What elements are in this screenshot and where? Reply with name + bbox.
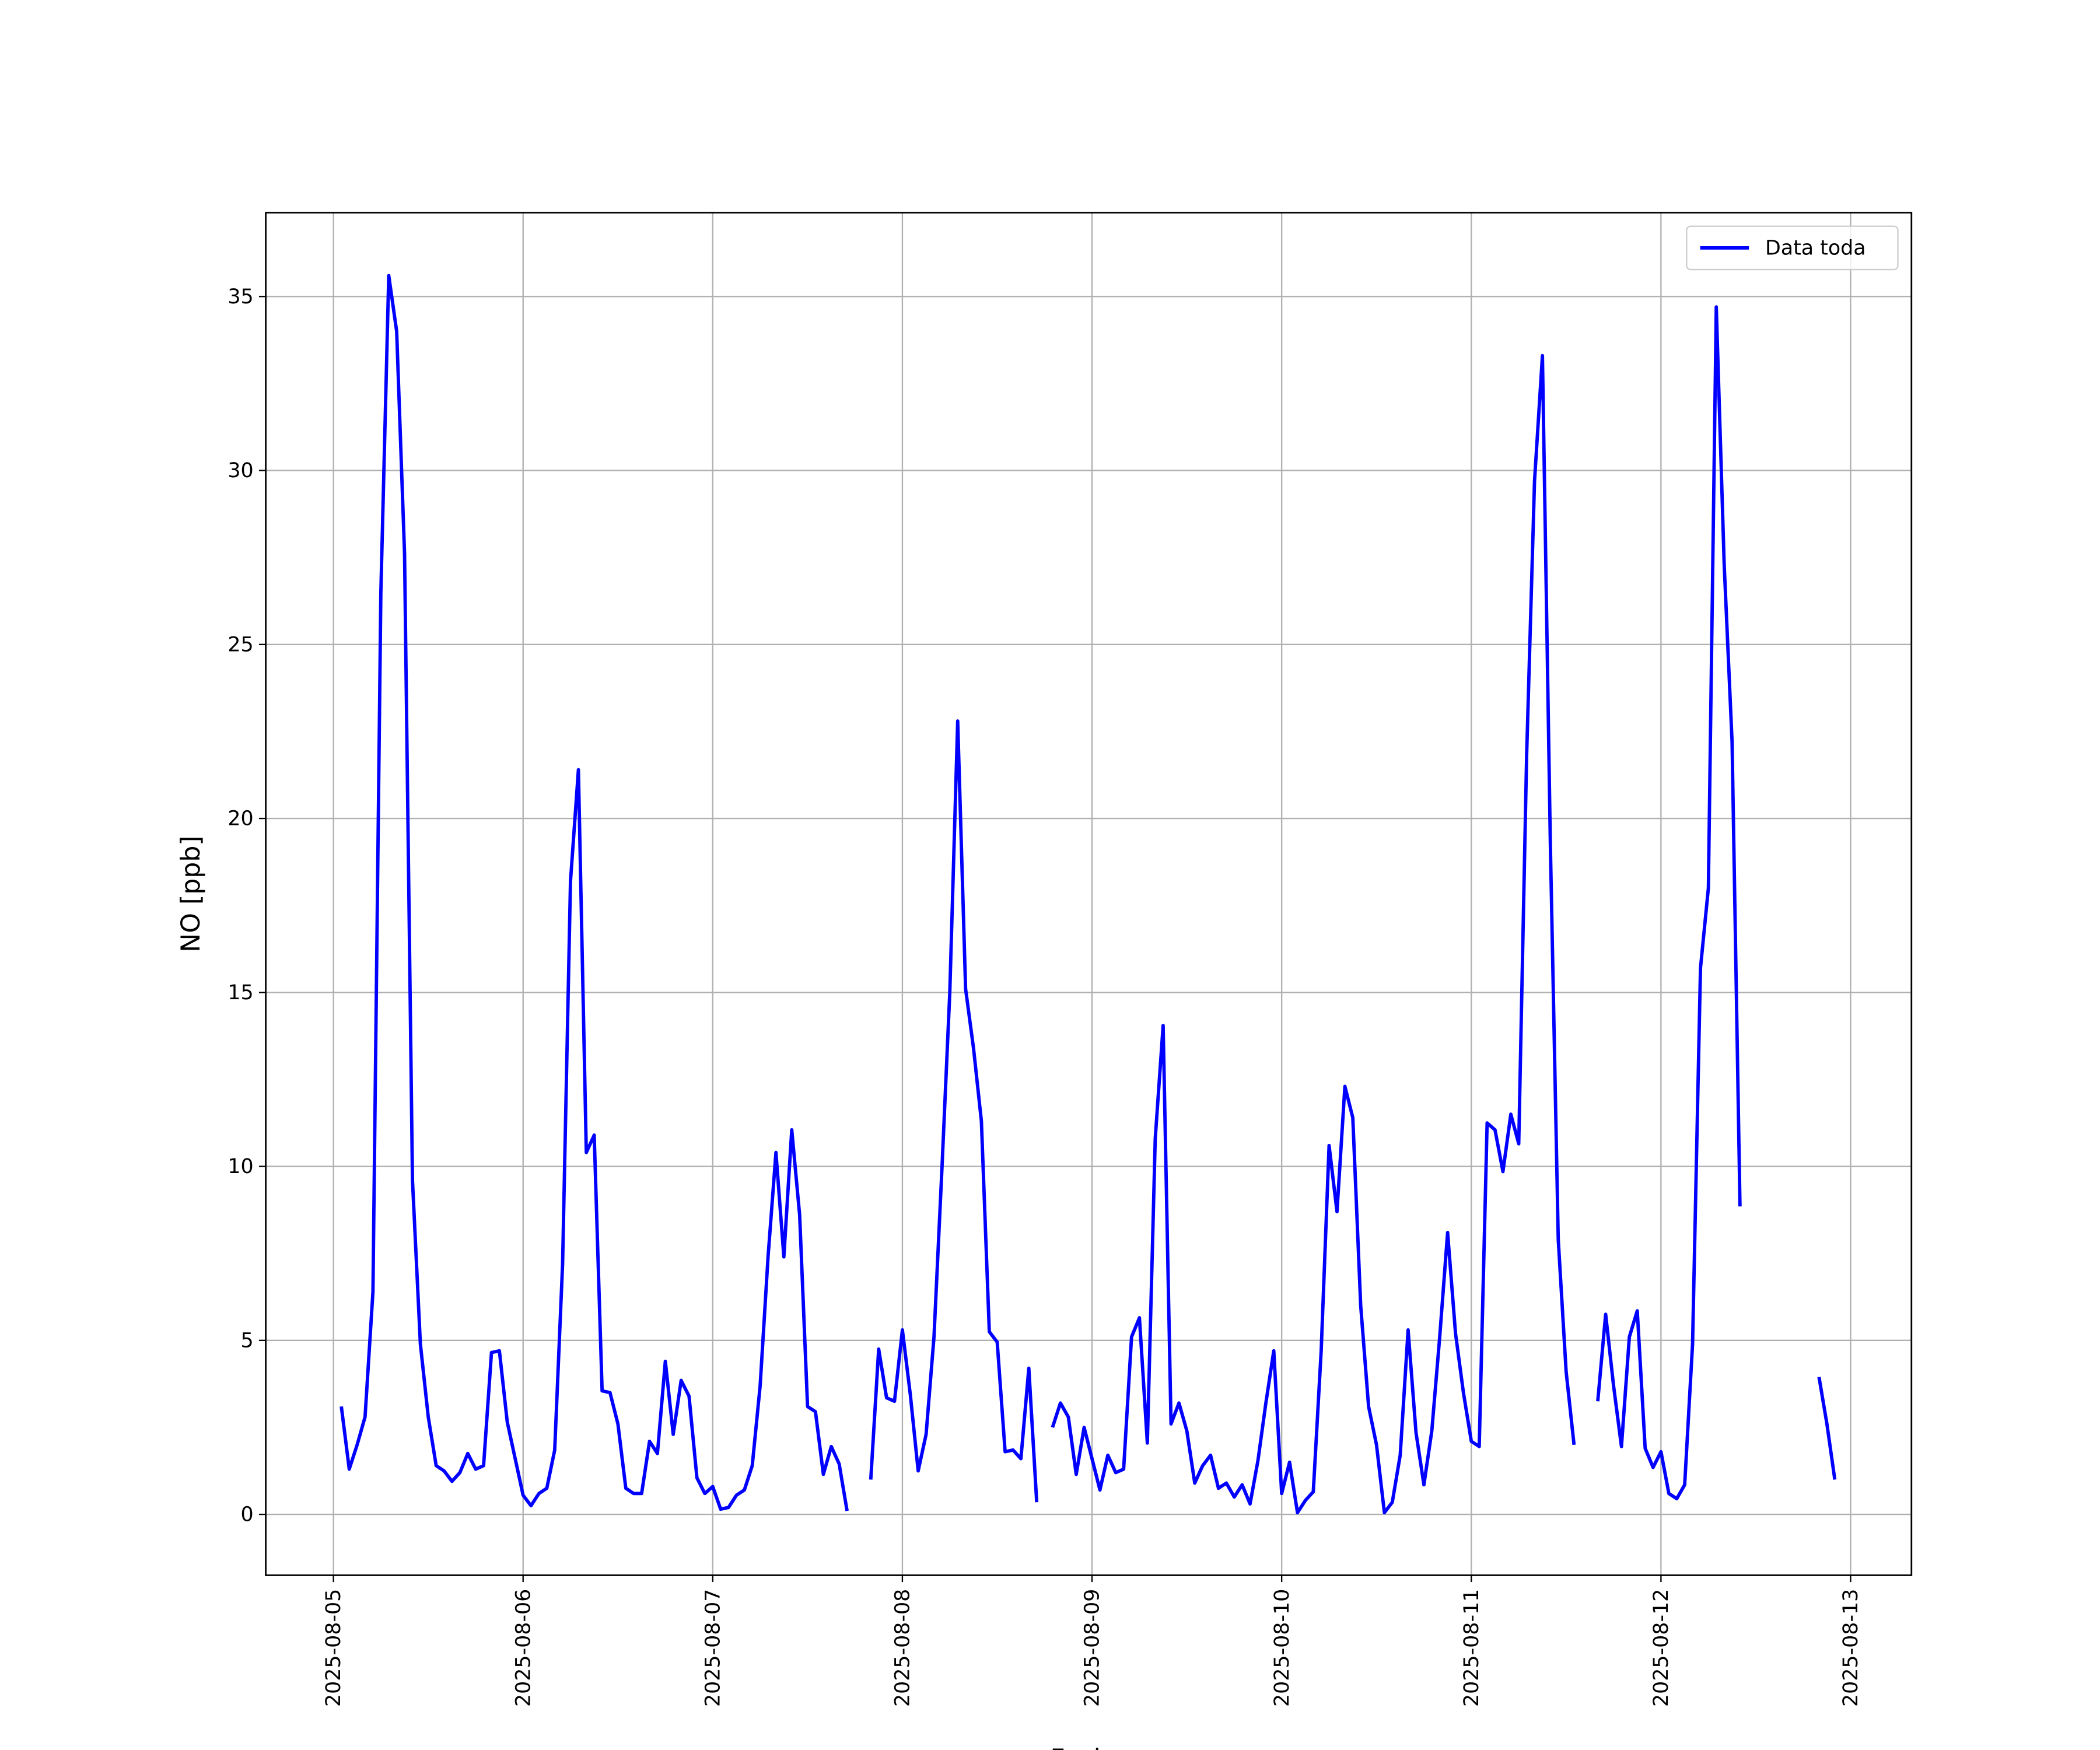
y-tick-label: 5 — [241, 1329, 254, 1352]
y-axis-label: NO [ppb] — [176, 835, 206, 952]
y-tick-label: 35 — [228, 285, 253, 309]
x-tick-label: 2025-08-09 — [1081, 1589, 1104, 1707]
x-tick-label: 2025-08-06 — [512, 1589, 535, 1707]
plot-frame — [265, 212, 1913, 1576]
y-tick-label: 20 — [228, 807, 253, 831]
legend: Data toda — [1686, 225, 1899, 271]
x-tick-label: 2025-08-05 — [322, 1589, 345, 1707]
y-tick-label: 25 — [228, 633, 253, 656]
data-line — [340, 274, 1837, 1514]
legend-label: Data toda — [1765, 237, 1866, 260]
y-tick-label: 30 — [228, 459, 253, 482]
x-tick-label: 2025-08-07 — [701, 1589, 724, 1707]
x-tick-label: 2025-08-08 — [891, 1589, 915, 1707]
x-axis-label: Fecha — [1050, 1744, 1125, 1750]
x-tick-label: 2025-08-13 — [1839, 1589, 1863, 1707]
x-tick-label: 2025-08-11 — [1460, 1589, 1483, 1707]
x-tick-label: 2025-08-10 — [1270, 1589, 1294, 1707]
y-tick-label: 10 — [228, 1155, 253, 1178]
x-tick-label: 2025-08-12 — [1650, 1589, 1673, 1707]
legend-box — [1686, 225, 1899, 271]
y-tick-label: 0 — [241, 1503, 254, 1527]
y-tick-label: 15 — [228, 981, 253, 1005]
